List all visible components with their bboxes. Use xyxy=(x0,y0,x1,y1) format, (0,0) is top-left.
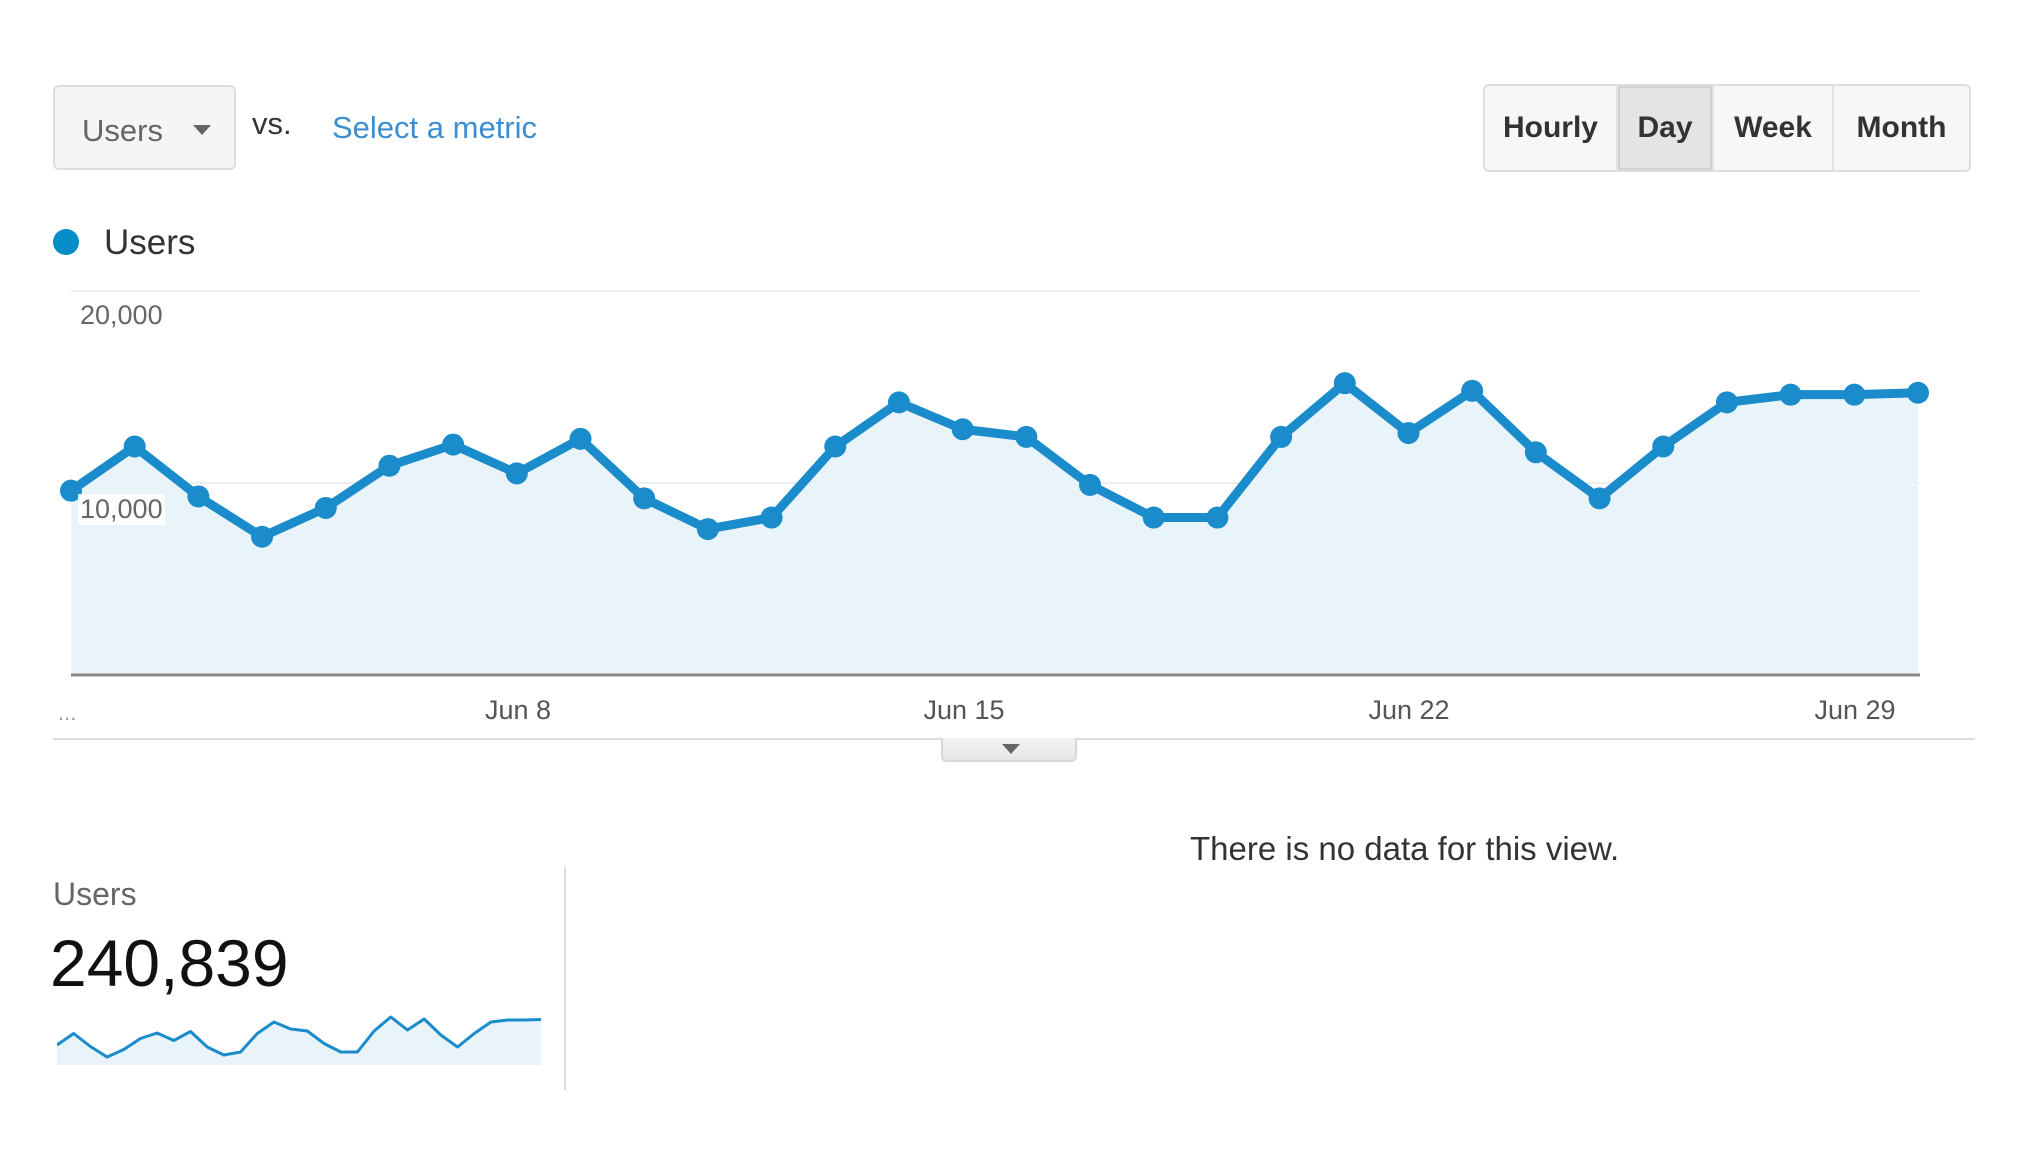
data-point xyxy=(505,462,528,485)
data-point xyxy=(378,454,401,477)
data-point xyxy=(760,506,783,529)
data-point xyxy=(1588,487,1611,510)
x-tick-ellipsis: ... xyxy=(58,700,77,725)
data-point xyxy=(1907,381,1929,404)
granularity-button-group: Hourly Day Week Month xyxy=(1483,84,1971,172)
data-point xyxy=(1079,473,1102,496)
data-point xyxy=(442,433,465,456)
vs-label: vs. xyxy=(252,106,292,141)
data-point xyxy=(633,487,656,510)
data-point xyxy=(1843,383,1866,406)
data-point xyxy=(1461,379,1484,402)
select-metric-link[interactable]: Select a metric xyxy=(332,110,538,145)
y-tick-label: 10,000 xyxy=(78,494,165,525)
data-point xyxy=(824,435,847,458)
data-point xyxy=(1715,391,1738,414)
no-data-message: There is no data for this view. xyxy=(1190,830,1620,867)
data-point xyxy=(1270,425,1293,448)
data-point xyxy=(1779,383,1802,406)
data-point xyxy=(887,391,910,414)
week-button[interactable]: Week xyxy=(1714,86,1834,170)
data-point xyxy=(1206,506,1229,529)
scorecard-value: 240,839 xyxy=(50,926,289,1000)
caret-down-icon xyxy=(1002,744,1020,754)
day-button[interactable]: Day xyxy=(1618,86,1714,170)
x-tick-label: Jun 8 xyxy=(484,695,552,725)
data-point xyxy=(187,485,210,508)
month-button[interactable]: Month xyxy=(1856,111,1947,144)
collapse-chart-handle[interactable] xyxy=(941,738,1077,762)
caret-down-icon xyxy=(193,125,211,135)
legend-dot-icon xyxy=(53,229,79,255)
x-tick-label: Jun 29 xyxy=(1814,695,1896,725)
hourly-button[interactable]: Hourly xyxy=(1485,86,1618,170)
data-point xyxy=(1652,435,1675,458)
y-tick-label: 20,000 xyxy=(78,300,165,331)
data-point xyxy=(569,427,592,450)
data-point xyxy=(1015,425,1038,448)
data-point xyxy=(696,518,719,541)
users-line-chart[interactable] xyxy=(0,260,2023,690)
metric-dropdown-label: Users xyxy=(82,113,163,148)
legend-label: Users xyxy=(104,223,196,262)
metric-dropdown[interactable]: Users xyxy=(53,85,236,170)
x-tick-label: Jun 15 xyxy=(923,695,1005,725)
data-point xyxy=(951,418,974,441)
users-sparkline xyxy=(57,1015,541,1065)
scorecard-label: Users xyxy=(53,876,137,912)
vertical-divider xyxy=(564,867,566,1090)
data-point xyxy=(123,435,146,458)
data-point xyxy=(1397,422,1420,445)
data-point xyxy=(251,525,274,548)
data-point xyxy=(1142,506,1165,529)
area-fill xyxy=(71,383,1918,675)
data-point xyxy=(60,479,82,502)
series-line xyxy=(68,378,1919,542)
data-point xyxy=(1524,441,1547,464)
x-tick-label: Jun 22 xyxy=(1368,695,1450,725)
data-point xyxy=(314,496,337,519)
data-point xyxy=(1333,372,1356,395)
